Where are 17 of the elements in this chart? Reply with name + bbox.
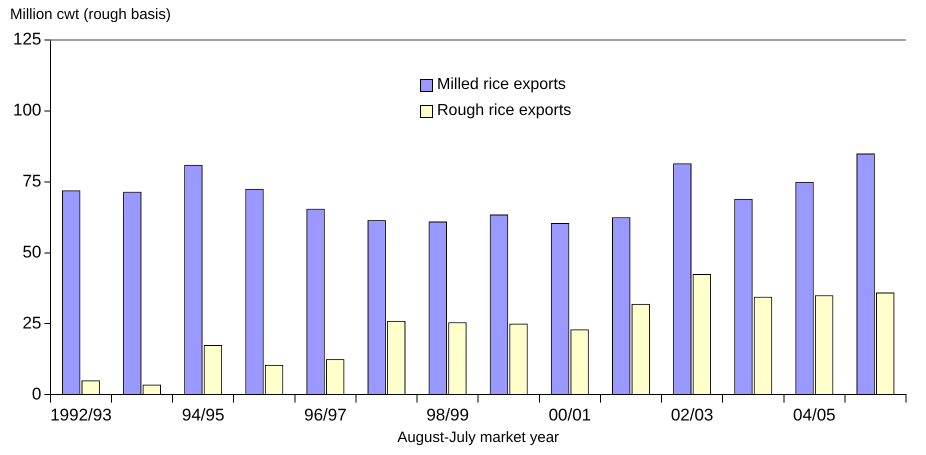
- y-tick-label: 0: [32, 384, 42, 404]
- x-tick-label: 96/97: [304, 405, 347, 424]
- y-tick-label: 75: [22, 172, 42, 191]
- x-tick-label: 1992/93: [50, 405, 112, 424]
- x-tick-label: 02/03: [670, 405, 714, 424]
- y-axis-title: Million cwt (rough basis): [10, 6, 171, 24]
- y-tick-label: 100: [12, 100, 42, 120]
- y-tick-label: 50: [22, 242, 42, 262]
- legend-label: Milled rice exports: [437, 76, 566, 94]
- x-tick-label: 04/05: [793, 405, 836, 424]
- y-tick-label: 25: [22, 313, 42, 332]
- x-tick-label: 00/01: [548, 405, 592, 424]
- x-axis-title: August-July market year: [397, 429, 560, 446]
- y-tick-label: 125: [12, 30, 42, 49]
- legend-label: Rough rice exports: [437, 102, 572, 120]
- x-tick-label: 94/95: [182, 405, 224, 424]
- x-tick-label: 98/99: [426, 405, 469, 424]
